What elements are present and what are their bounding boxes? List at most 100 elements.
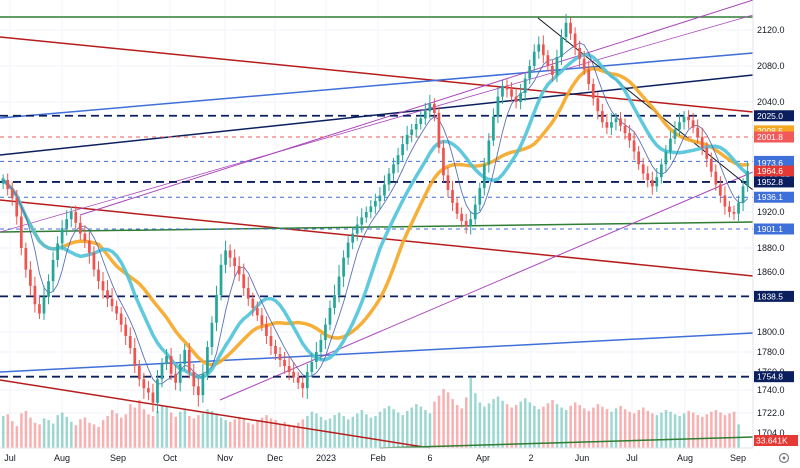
settings-icon[interactable] — [778, 452, 790, 464]
volume-bar — [737, 424, 740, 448]
candle-body — [174, 373, 177, 383]
candle-body — [664, 151, 668, 165]
volume-bar — [292, 425, 296, 448]
candle-body — [97, 269, 100, 282]
volume-bar — [505, 404, 509, 448]
x-tick-label: 2023 — [316, 453, 336, 463]
candle-body — [29, 269, 32, 286]
volume-bar — [233, 419, 237, 448]
candle-body — [137, 366, 141, 380]
candle-body — [646, 173, 650, 180]
volume-bar — [206, 409, 209, 448]
volume-bar — [265, 415, 268, 448]
candle-body — [292, 372, 296, 378]
volume-bar — [215, 414, 218, 448]
volume-bar — [147, 414, 150, 448]
candle-body — [473, 204, 477, 220]
volume-bar — [578, 404, 581, 448]
volume-bar — [492, 399, 495, 448]
candle-body — [505, 85, 509, 90]
volume-bar — [433, 401, 436, 448]
volume-bar — [61, 412, 64, 448]
volume-bar — [678, 415, 681, 448]
dashed-levels[interactable] — [0, 114, 753, 378]
price-tag-label: 1936.1 — [757, 192, 783, 202]
candle-body — [737, 202, 740, 214]
volume-bar — [714, 410, 718, 448]
volume-bar — [601, 406, 604, 448]
candle-body — [464, 221, 468, 227]
candle-body — [115, 306, 118, 314]
price-tag-label: 2025.0 — [757, 111, 783, 121]
candle-body — [746, 171, 749, 187]
candle-body — [296, 377, 300, 383]
volume-bar — [33, 422, 37, 448]
trendline-red-upper — [0, 36, 754, 113]
x-tick-label: Sep — [730, 453, 746, 463]
candle-body — [600, 111, 604, 123]
volume-bar — [287, 424, 291, 448]
candle-body — [437, 113, 441, 148]
candle-body — [265, 324, 268, 336]
trendline-blue-lower — [0, 332, 754, 373]
volume-bar — [83, 417, 87, 448]
candle-body — [537, 44, 541, 52]
candle-body — [510, 89, 513, 97]
y-tick-label: 1920.0 — [757, 207, 785, 217]
volume-bar — [56, 415, 59, 448]
candle-body — [460, 213, 463, 221]
volume-bar — [401, 415, 404, 448]
candle-body — [709, 158, 713, 172]
candle-body — [60, 228, 64, 244]
price-tag — [754, 157, 794, 169]
candle-body — [387, 173, 391, 185]
candle-body — [337, 276, 341, 295]
volume-bar — [65, 416, 69, 448]
volume-bar — [632, 413, 636, 448]
trend-lines[interactable] — [0, 0, 754, 449]
volume-bar — [437, 395, 441, 448]
y-tick-label: 2040.0 — [757, 97, 785, 107]
volume-bar — [365, 414, 368, 448]
volume-bar — [274, 420, 277, 448]
candle-body — [78, 222, 82, 234]
candle-body — [541, 44, 545, 56]
y-tick-label: 1740.0 — [757, 385, 785, 395]
volume-bar — [569, 405, 572, 448]
volume-bar — [92, 424, 96, 448]
candle-body — [687, 116, 690, 121]
volume-bar — [542, 406, 545, 448]
volume-bar — [210, 410, 214, 448]
candle-body — [696, 127, 700, 137]
candle-body — [215, 295, 218, 323]
volume-bar — [651, 413, 654, 448]
candle-body — [637, 151, 641, 165]
candle-body — [147, 388, 150, 393]
candle-body — [700, 136, 704, 148]
candle-body — [119, 313, 123, 325]
volume-bar — [623, 409, 627, 448]
volume-bars — [2, 378, 740, 448]
candle-body — [678, 122, 681, 130]
y-tick-label: 1800.0 — [757, 327, 785, 337]
candle-body — [51, 260, 55, 282]
candle-body — [392, 164, 395, 174]
volume-bar — [197, 415, 200, 448]
candle-body — [19, 216, 23, 248]
volume-bar — [297, 422, 300, 448]
candle-body — [442, 147, 445, 176]
volume-bar — [129, 404, 132, 448]
volume-bar — [583, 408, 586, 448]
y-tick-label: 2120.0 — [757, 25, 785, 35]
candle-body — [233, 257, 237, 266]
volume-bar — [70, 421, 73, 448]
candle-body — [619, 118, 622, 126]
price-tag — [754, 290, 794, 302]
candle-body — [405, 135, 409, 145]
candle-body — [42, 296, 46, 314]
time-axis[interactable]: Jul Aug Sep Oct Nov Dec 2023 Feb 6 Apr 2 Jun Jul Aug S… — [4, 453, 746, 463]
volume-bar — [151, 415, 155, 448]
volume-bar — [79, 419, 82, 448]
volume-bar — [387, 405, 391, 448]
